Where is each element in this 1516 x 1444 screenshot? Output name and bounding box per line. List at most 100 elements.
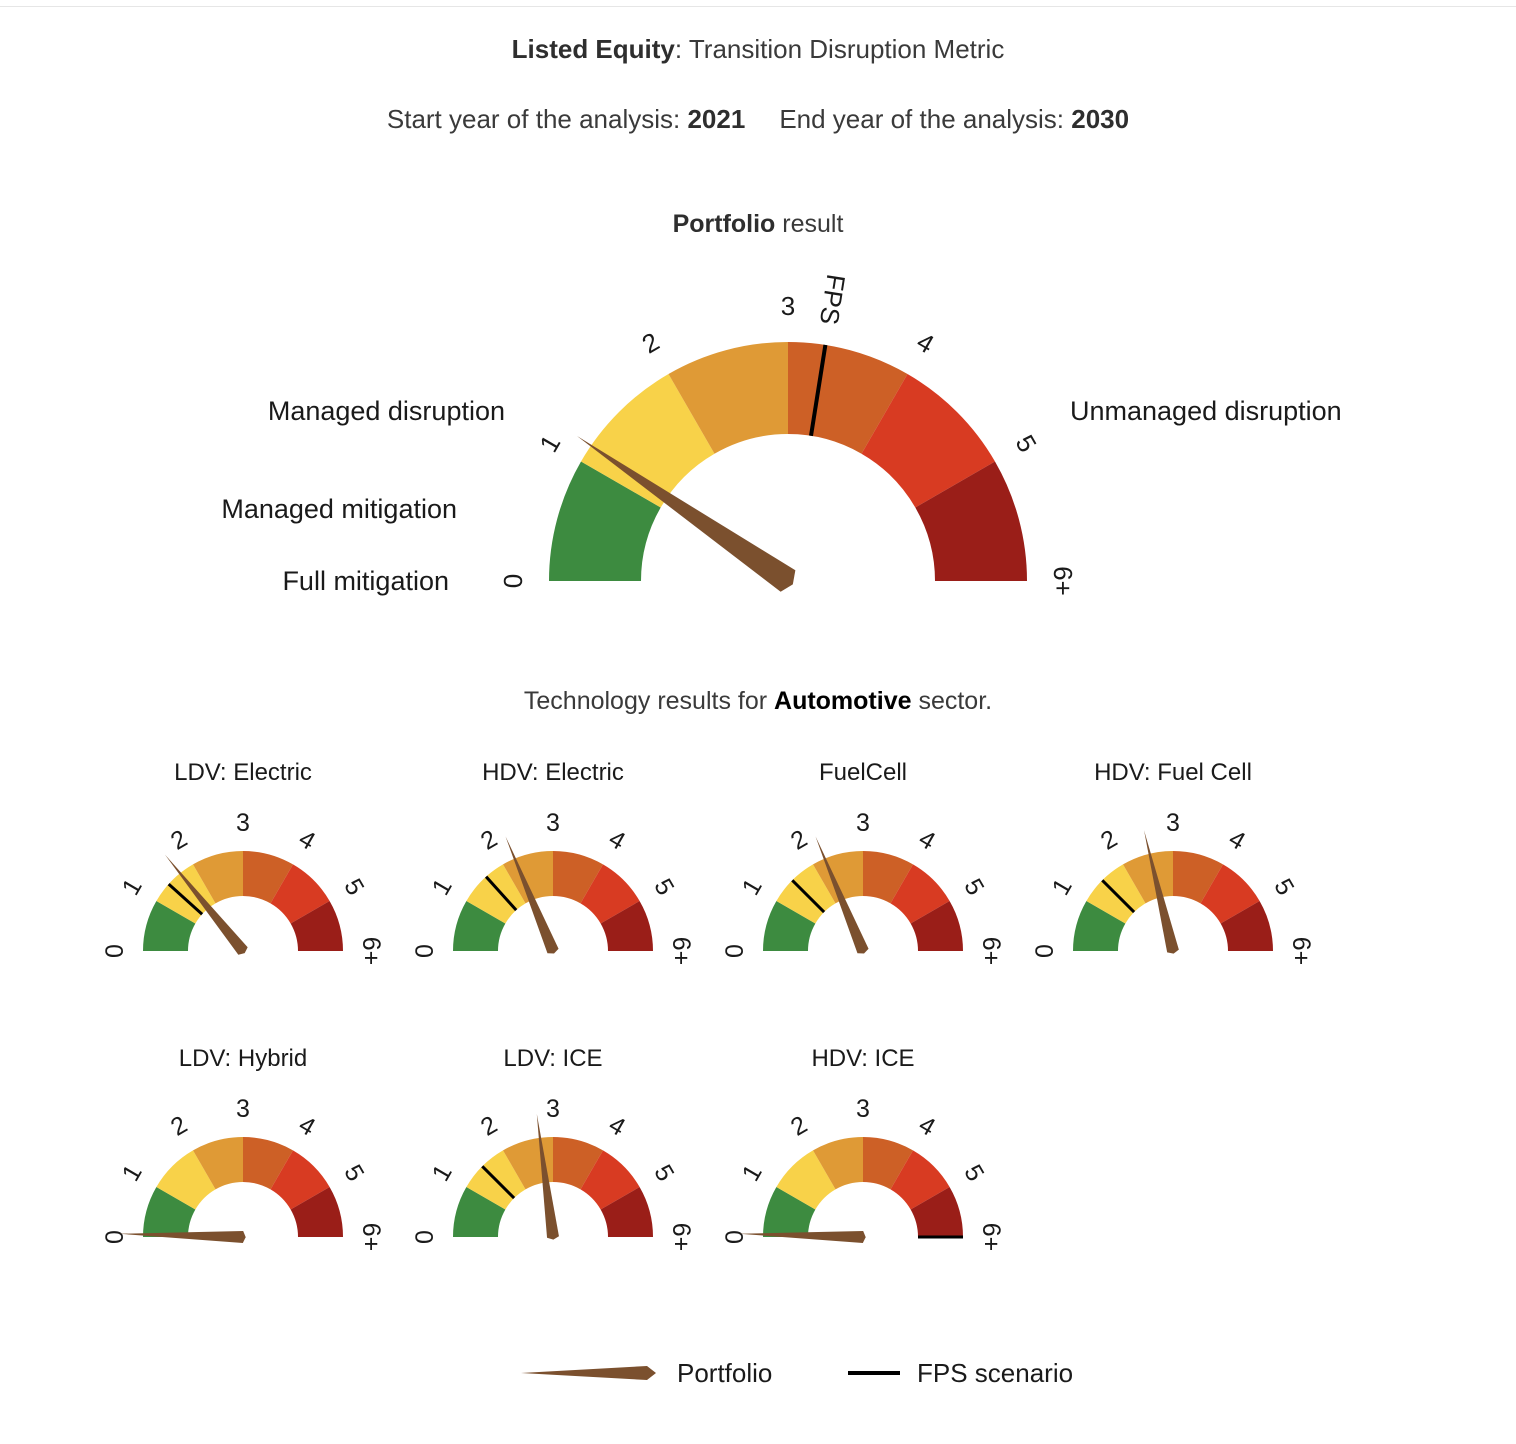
tech-ldv-electric-band-2 [193, 851, 243, 904]
portfolio-gauge-tick-label-0: 0 [498, 574, 528, 588]
portfolio-gauge-band-5 [915, 461, 1027, 581]
portfolio-gauge-tick-label-3: 3 [781, 291, 795, 321]
tech-fuelcell-tick-label-4: 4 [914, 825, 940, 856]
tech-hdv-electric-tick-label-4: 4 [604, 825, 630, 856]
portfolio-gauge-tick-label-1: 1 [533, 430, 566, 458]
tech-ldv-electric-tick-label-2: 2 [166, 825, 192, 856]
legend: Portfolio FPS scenario [521, 1358, 1073, 1388]
tech-ldv-electric-band-3 [243, 851, 293, 904]
tech-title-prefix: Technology results for [523, 687, 775, 715]
tech-ldv-hybrid-tick-label-2: 2 [166, 1111, 192, 1142]
tech-ldv-electric-portfolio-needle [164, 854, 248, 955]
tech-ldv-electric-tick-label-0: 0 [101, 944, 129, 958]
tech-ldv-hybrid-title: LDV: Hybrid [179, 1045, 307, 1072]
tech-hdv-fuel-cell-band-5 [1220, 901, 1273, 951]
tech-title-sector: Automotive [774, 687, 912, 715]
tech-ldv-ice-gauge: LDV: ICE 0 12 3 45 6+ [411, 1045, 695, 1251]
tech-hdv-electric-band-1 [466, 864, 526, 924]
zone-labels: Managed disruption Managed mitigation Fu… [221, 396, 1341, 596]
portfolio-section-title: Portfolio result [0, 210, 1516, 239]
tech-ldv-hybrid-tick-label-5: 5 [338, 1160, 369, 1186]
tech-hdv-ice-band-3 [863, 1137, 913, 1190]
tech-hdv-electric-tick-label-5: 5 [648, 874, 679, 900]
tech-hdv-ice-tick-label-1: 1 [737, 1160, 768, 1186]
start-year-value: 2021 [687, 104, 746, 134]
tech-ldv-ice-tick-label-0: 0 [411, 1230, 439, 1244]
title-bold: Listed Equity [511, 34, 675, 64]
tech-fuelcell-gauge: FuelCell 0 12 3 45 6+ [721, 759, 1005, 965]
tech-fuelcell-tick-label-1: 1 [737, 874, 768, 900]
zone-label-unmanaged-disruption: Unmanaged disruption [1070, 396, 1342, 426]
tech-hdv-electric-portfolio-needle [505, 836, 559, 954]
tech-ldv-hybrid-tick-label-1: 1 [117, 1160, 148, 1186]
tech-hdv-electric-band-0 [453, 901, 506, 951]
tech-hdv-electric-tick-label-3: 3 [546, 809, 560, 837]
tech-fuelcell-title: FuelCell [819, 759, 907, 786]
tech-hdv-fuel-cell-tick-label-2: 2 [1096, 825, 1122, 856]
tech-fuelcell-band-4 [890, 864, 950, 924]
tech-ldv-electric-fps-line [167, 882, 204, 916]
tech-hdv-electric-band-4 [580, 864, 640, 924]
tech-ldv-electric-tick-label-6: 6+ [357, 937, 385, 966]
top-divider [0, 6, 1516, 7]
tech-ldv-electric-tick-label-1: 1 [117, 874, 148, 900]
tech-ldv-electric-tick-label-4: 4 [294, 825, 320, 856]
tech-ldv-ice-band-5 [600, 1187, 653, 1237]
tech-ldv-hybrid-band-2 [193, 1137, 243, 1190]
zone-label-managed-disruption: Managed disruption [268, 396, 505, 426]
tech-ldv-electric-band-1 [156, 864, 216, 924]
tech-hdv-ice-title: HDV: ICE [811, 1045, 914, 1072]
portfolio-gauge-band-0 [549, 461, 661, 581]
tech-ldv-hybrid-tick-label-0: 0 [101, 1230, 129, 1244]
tech-hdv-electric-tick-label-6: 6+ [667, 937, 695, 966]
portfolio-gauge-band-4 [861, 374, 995, 508]
tech-ldv-hybrid-band-1 [156, 1150, 216, 1210]
tech-hdv-ice-band-0 [763, 1187, 816, 1237]
tech-fuelcell-band-3 [863, 851, 913, 904]
zone-label-managed-mitigation: Managed mitigation [221, 494, 457, 524]
portfolio-gauge: 0 1 2 3 4 5 6+ FPS [498, 272, 1078, 596]
tech-hdv-ice-portfolio-needle [739, 1231, 866, 1243]
tech-hdv-electric-tick-label-2: 2 [476, 825, 502, 856]
portfolio-title-rest: result [775, 210, 844, 238]
tech-fuelcell-portfolio-needle [815, 836, 869, 954]
legend-fps-label: FPS scenario [917, 1358, 1073, 1388]
tech-ldv-electric-gauge: LDV: Electric 0 12 3 45 6+ [101, 759, 385, 965]
tech-fuelcell-tick-label-5: 5 [958, 874, 989, 900]
tech-ldv-ice-fps-line [481, 1165, 516, 1200]
portfolio-gauge-tick-label-5: 5 [1010, 430, 1043, 458]
portfolio-gauge-band-3 [788, 342, 908, 454]
portfolio-gauge-tick-label-6: 6+ [1048, 566, 1078, 596]
tech-hdv-fuel-cell-title: HDV: Fuel Cell [1094, 759, 1252, 786]
tech-ldv-electric-band-0 [143, 901, 196, 951]
portfolio-gauge-tick-label-4: 4 [912, 326, 940, 359]
tech-hdv-ice-tick-label-6: 6+ [977, 1223, 1005, 1252]
portfolio-title-bold: Portfolio [672, 210, 776, 238]
analysis-years: Start year of the analysis: 2021 End year… [0, 104, 1516, 135]
tech-hdv-ice-tick-label-4: 4 [914, 1111, 940, 1142]
tech-fuelcell-tick-label-0: 0 [721, 944, 749, 958]
tech-ldv-hybrid-tick-label-4: 4 [294, 1111, 320, 1142]
tech-section-title: Technology results for Automotive sector… [0, 687, 1516, 716]
tech-hdv-fuel-cell-tick-label-0: 0 [1031, 944, 1059, 958]
tech-ldv-ice-tick-label-6: 6+ [667, 1223, 695, 1252]
tech-ldv-ice-title: LDV: ICE [503, 1045, 602, 1072]
tech-hdv-fuel-cell-tick-label-6: 6+ [1287, 937, 1315, 966]
tech-hdv-electric-tick-label-0: 0 [411, 944, 439, 958]
end-year-label: End year of the analysis: [779, 104, 1072, 134]
start-year-label: Start year of the analysis: [386, 104, 688, 134]
tech-hdv-fuel-cell-band-0 [1073, 901, 1126, 951]
tech-hdv-ice-tick-label-5: 5 [958, 1160, 989, 1186]
portfolio-gauge-fps-line [809, 344, 828, 437]
tech-ldv-hybrid-tick-label-3: 3 [236, 1095, 250, 1123]
tech-fuelcell-tick-label-6: 6+ [977, 937, 1005, 966]
legend-portfolio-label: Portfolio [677, 1358, 772, 1388]
tech-fuelcell-band-5 [910, 901, 963, 951]
tech-ldv-hybrid-tick-label-6: 6+ [357, 1223, 385, 1252]
zone-label-full-mitigation: Full mitigation [282, 566, 449, 596]
tech-fuelcell-tick-label-2: 2 [786, 825, 812, 856]
tech-hdv-ice-band-5 [910, 1187, 963, 1237]
tech-hdv-fuel-cell-gauge: HDV: Fuel Cell 0 12 3 45 6+ [1031, 759, 1315, 965]
tech-hdv-ice-band-4 [890, 1150, 950, 1210]
